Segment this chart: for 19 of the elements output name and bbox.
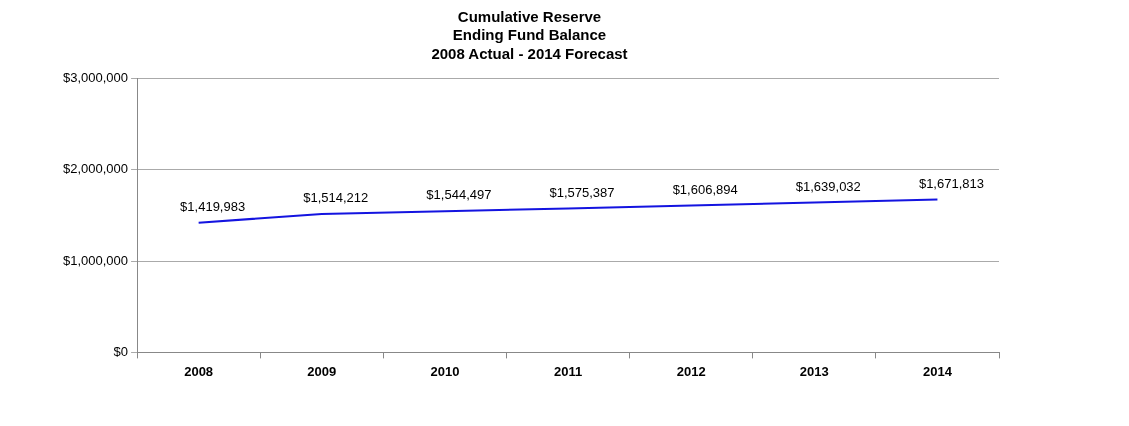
x-tick-label: 2009 (307, 363, 337, 379)
x-tick-label: 2013 (799, 363, 829, 379)
data-label: $1,575,387 (549, 184, 615, 200)
x-tick-label: 2012 (676, 363, 706, 379)
y-tick-label: $0 (113, 343, 129, 359)
y-tick-label: $1,000,000 (62, 252, 129, 268)
x-tick-label: 2014 (922, 363, 953, 379)
y-tick-label: $2,000,000 (62, 161, 129, 177)
data-label: $1,606,894 (672, 181, 738, 197)
data-label: $1,639,032 (795, 178, 861, 194)
x-tick-label: 2008 (184, 363, 214, 379)
x-tick-label: 2011 (553, 363, 583, 379)
x-tick-label: 2010 (430, 363, 460, 379)
data-label: $1,671,813 (918, 175, 984, 191)
data-label: $1,544,497 (426, 187, 492, 203)
y-tick-label: $3,000,000 (62, 69, 129, 85)
data-label: $1,514,212 (303, 190, 369, 206)
chart-title: Cumulative Reserve Ending Fund Balance 2008 Actual - 2014 Forecast (431, 7, 628, 63)
data-label: $1,419,983 (180, 198, 246, 214)
